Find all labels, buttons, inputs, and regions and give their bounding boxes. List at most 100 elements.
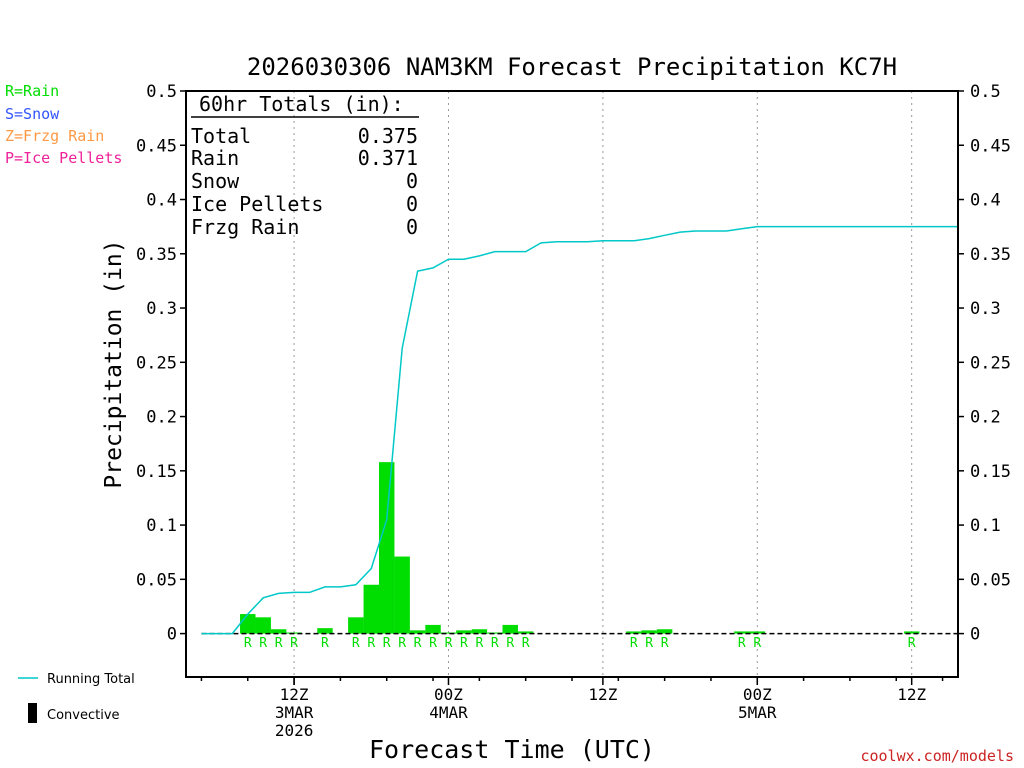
y-tick-label-right: 0.45 [970,136,1011,156]
y-tick-label-left: 0.45 [136,136,177,156]
precip-bar [425,624,441,634]
totals-value-rain: 0.371 [358,146,418,170]
legend-rain: R=Rain [5,82,59,100]
precip-bar [394,556,410,634]
totals-label-ice-pellets: Ice Pellets [191,192,323,216]
totals-value-snow: 0 [406,169,418,193]
precip-bar [348,617,364,634]
precip-type-label: R [753,636,761,651]
precip-bars [240,462,920,634]
legend-snow: S=Snow [5,105,60,123]
precip-type-label: R [738,636,746,651]
precip-bar [270,629,287,634]
y-tick-label-right: 0.1 [970,516,1001,536]
precip-bar [517,631,534,634]
y-tick-label-left: 0.4 [146,191,177,211]
x-tick-label: 5MAR [738,703,777,722]
precip-type-label: R [321,636,329,651]
y-tick-label-right: 0.35 [970,245,1011,265]
precip-type-label: R [460,636,468,651]
grid-lines [293,91,913,677]
chart-title: 2026030306 NAM3KM Forecast Precipitation… [247,53,897,81]
y-tick-label-left: 0.15 [136,462,177,482]
precip-type-label: R [491,636,499,651]
precip-type-label: R [475,636,483,651]
precip-type-label: R [398,636,406,651]
precip-bar [471,629,488,634]
precip-type-label: R [630,636,638,651]
precip-type-label: R [661,636,669,651]
precip-type-label: R [522,636,530,651]
y-tick-label-left: 0.25 [136,353,177,373]
plot-frame [185,90,959,678]
y-tick-label-left: 0.35 [136,245,177,265]
y-tick-label-left: 0.3 [146,299,177,319]
totals-label-rain: Rain [191,146,239,170]
y-tick-label-left: 0.2 [146,408,177,428]
precip-bar [363,584,379,634]
precip-bar [440,632,457,634]
x-tick-label: 00Z [743,685,772,704]
precip-bar [502,624,518,634]
precip-bar [255,617,271,634]
running-total-legend-label: Running Total [47,672,135,687]
x-tick-label: 4MAR [429,703,468,722]
y-tick-label-right: 0.15 [970,462,1011,482]
precip-type-legend: R=Rain S=Snow Z=Frzg Rain P=Ice Pellets [5,82,122,167]
precip-type-label: R [367,636,375,651]
precip-bar [641,630,657,634]
precip-type-label: R [259,636,267,651]
precip-bar [240,614,256,634]
y-tick-label-left: 0.05 [136,570,177,590]
legend-ice-pellets: P=Ice Pellets [5,149,122,167]
totals-value-frzg-rain: 0 [406,215,418,239]
y-tick-label-right: 0.3 [970,299,1001,319]
x-tick-label: 2026 [275,721,314,740]
precip-bar [456,630,472,634]
y-tick-label-left: 0.5 [146,82,177,102]
precip-type-label: R [275,636,283,651]
precip-type-label: R [290,636,298,651]
precip-type-label: R [352,636,360,651]
x-tick-label: 3MAR [275,703,314,722]
totals-label-snow: Snow [191,169,240,193]
precip-bar [656,629,673,634]
y-tick-label-right: 0.4 [970,191,1001,211]
precip-bar [903,631,920,634]
y-tick-label-left: 0.1 [146,516,177,536]
legend-frzg-rain: Z=Frzg Rain [5,127,104,145]
convective-legend-swatch [28,703,37,723]
precip-bar [749,631,765,634]
precip-bar [409,630,426,634]
totals-label-total: Total [191,124,251,148]
y-axis-label: Precipitation (in) [101,239,127,488]
totals-box: 60hr Totals (in): Total 0.375 Rain 0.371… [191,92,419,239]
running-total-line [201,225,958,635]
x-tick-label: 12Z [897,685,926,704]
precip-type-label: R [645,636,653,651]
y-tick-label-right: 0.25 [970,353,1011,373]
precip-type-label: R [445,636,453,651]
precip-bar [734,631,750,634]
x-tick-label: 12Z [280,685,309,704]
totals-heading: 60hr Totals (in): [199,92,404,116]
y-tick-label-right: 0.5 [970,82,1001,102]
precip-bar [487,632,503,634]
y-tick-label-right: 0.05 [970,570,1011,590]
precip-type-label: R [506,636,514,651]
line-legend: Running Total Convective [18,672,135,723]
x-tick-label: 00Z [434,685,463,704]
precip-type-label: R [908,636,916,651]
precip-type-label: R [244,636,252,651]
x-tick-label: 12Z [588,685,617,704]
y-axis-ticks: 0.5 0.5 0.45 0.45 0.4 0.4 0.35 0.35 0.3 0.3 0.25 0.… [136,82,1011,645]
y-tick-label-right: 0 [970,625,980,645]
totals-value-ice-pellets: 0 [406,192,418,216]
precip-type-label: R [429,636,437,651]
source-credit: coolwx.com/models [860,747,1014,765]
y-tick-label-left: 0 [167,625,177,645]
running-total-series [201,225,958,635]
totals-label-frzg-rain: Frzg Rain [191,215,299,239]
precip-bar [317,628,333,634]
